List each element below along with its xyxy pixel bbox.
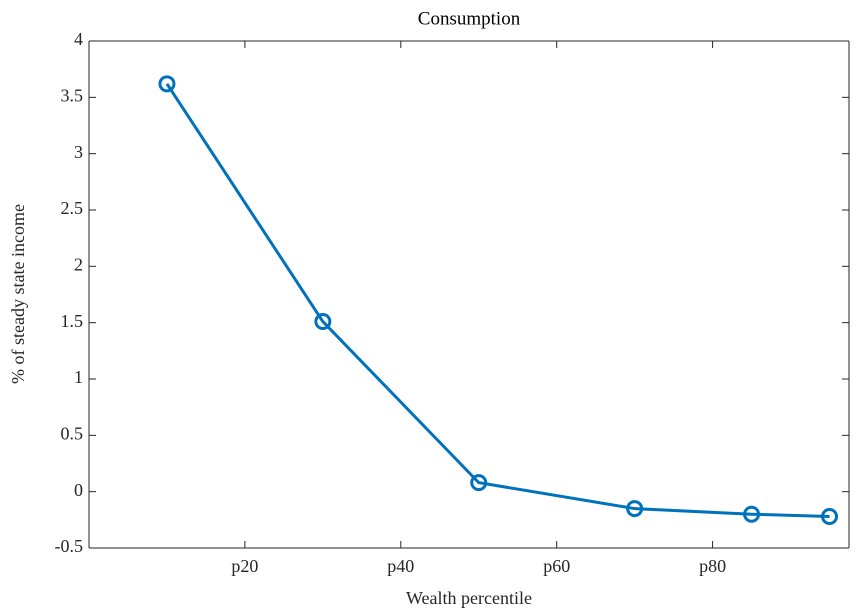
y-tick-label: 3 [74, 142, 83, 162]
x-tick-label: p20 [231, 556, 258, 576]
chart-title: Consumption [418, 8, 521, 29]
marker [626, 500, 644, 518]
y-axis-label: % of steady state income [8, 204, 28, 384]
y-tick-label: 3.5 [61, 85, 84, 105]
y-tick-label: 1.5 [61, 311, 84, 331]
marker [470, 474, 488, 492]
x-axis-label: Wealth percentile [406, 588, 532, 608]
y-tick-label: 4 [74, 29, 83, 49]
marker [743, 505, 761, 523]
y-tick-label: -0.5 [55, 536, 84, 556]
x-tick-label: p40 [387, 556, 414, 576]
marker [821, 507, 839, 525]
x-tick-label: p60 [543, 556, 570, 576]
marker [314, 313, 332, 331]
y-tick-label: 0 [74, 480, 83, 500]
y-tick-label: 2 [74, 254, 83, 274]
y-tick-label: 1 [74, 367, 83, 387]
marker [158, 75, 176, 93]
y-tick-label: 0.5 [61, 423, 84, 443]
line [165, 82, 830, 518]
y-tick-label: 2.5 [61, 198, 84, 218]
x-tick-label: p80 [699, 556, 726, 576]
